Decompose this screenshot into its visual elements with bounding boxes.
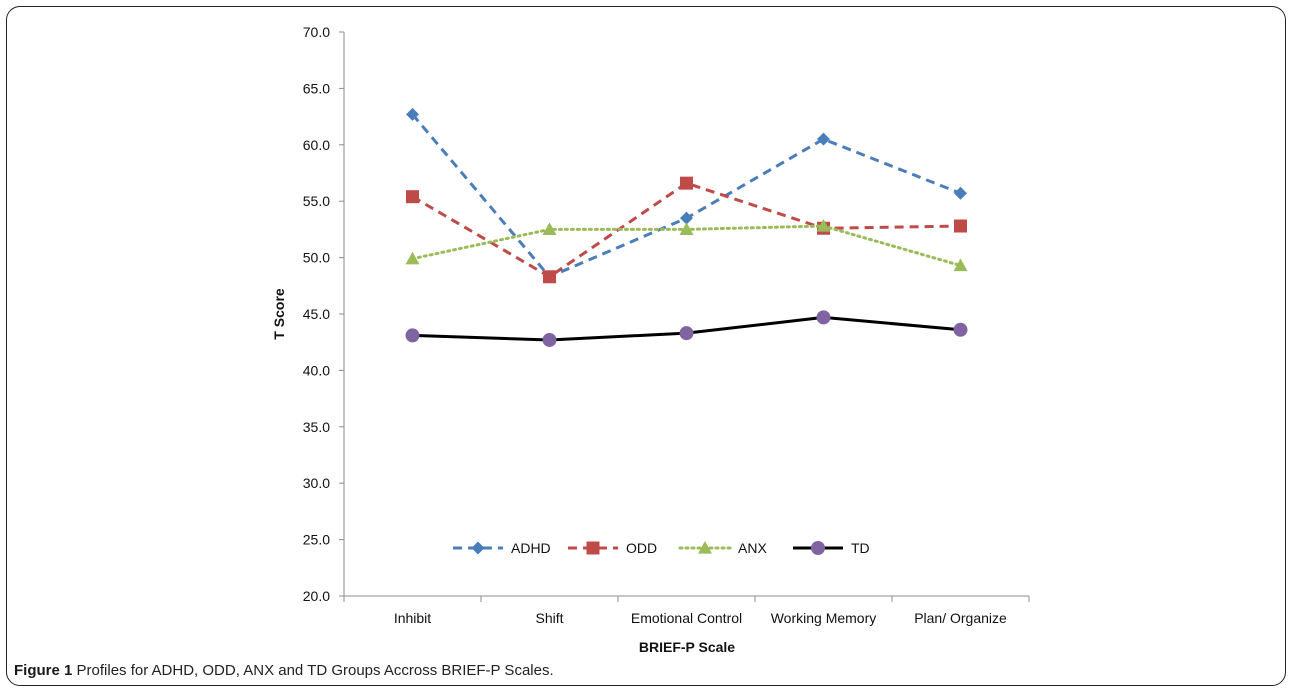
data-point-td — [542, 332, 557, 347]
legend-item-odd: ODD — [568, 540, 657, 556]
data-point-adhd — [954, 186, 967, 200]
figure-caption-text: Profiles for ADHD, ODD, ANX and TD Group… — [72, 662, 554, 679]
legend-marker-td — [811, 541, 825, 555]
data-point-adhd — [680, 211, 693, 225]
y-tick-label: 55.0 — [303, 193, 330, 209]
x-tick-label: Working Memory — [771, 610, 877, 626]
y-tick-label: 65.0 — [303, 80, 330, 96]
data-point-anx — [542, 222, 557, 235]
legend-marker-odd — [586, 541, 600, 555]
figure-caption: Figure 1 Profiles for ADHD, ODD, ANX and… — [14, 662, 554, 679]
legend-marker-adhd — [471, 541, 485, 555]
legend-label-adhd: ADHD — [511, 540, 551, 556]
chart-series — [405, 107, 968, 347]
y-tick-label: 50.0 — [303, 250, 330, 266]
legend-marker-anx — [698, 541, 712, 554]
x-tick-label: Shift — [535, 610, 563, 626]
data-point-odd — [680, 176, 693, 190]
data-point-odd — [543, 270, 556, 284]
series-odd — [406, 176, 967, 284]
series-line-odd — [411, 181, 961, 279]
y-axis-title: T Score — [271, 288, 287, 340]
data-point-anx — [679, 222, 694, 235]
data-point-adhd — [817, 132, 830, 146]
data-point-anx — [953, 258, 968, 272]
series-td — [405, 310, 968, 347]
data-point-td — [953, 322, 968, 337]
figure-caption-label: Figure 1 — [14, 662, 73, 679]
x-axis-title: BRIEF-P Scale — [639, 639, 735, 655]
x-tick-label: Inhibit — [394, 610, 431, 626]
data-point-td — [816, 310, 831, 325]
data-point-odd — [954, 219, 967, 233]
y-tick-label: 35.0 — [303, 419, 330, 435]
series-anx — [405, 219, 968, 272]
data-point-adhd — [406, 107, 419, 121]
y-tick-label: 45.0 — [303, 306, 330, 322]
data-point-anx — [816, 219, 831, 232]
legend-item-anx: ANX — [678, 540, 767, 556]
legend-label-odd: ODD — [626, 540, 657, 556]
x-tick-label: Emotional Control — [631, 610, 742, 626]
chart-legend: ADHD ODD ANX TD — [453, 540, 870, 556]
y-tick-label: 40.0 — [303, 362, 330, 378]
y-tick-label: 30.0 — [303, 475, 330, 491]
series-adhd — [406, 107, 967, 284]
x-tick-label: Plan/ Organize — [914, 610, 1007, 626]
data-point-td — [679, 326, 694, 341]
chart-axes: 20.0 25.0 30.0 35.0 40.0 45.0 50.0 55.0 60.0 65.0… — [303, 24, 1030, 626]
legend-item-adhd: ADHD — [453, 540, 551, 556]
legend-item-td: TD — [793, 540, 870, 556]
legend-label-td: TD — [851, 540, 870, 556]
data-point-odd — [406, 190, 419, 204]
legend-label-anx: ANX — [738, 540, 767, 556]
figure-frame — [6, 6, 1286, 686]
y-tick-label: 20.0 — [303, 588, 330, 604]
y-tick-label: 60.0 — [303, 137, 330, 153]
y-tick-label: 25.0 — [303, 532, 330, 548]
data-point-td — [405, 328, 420, 343]
y-tick-label: 70.0 — [303, 24, 330, 40]
series-line-adhd — [411, 113, 962, 279]
data-point-anx — [405, 251, 420, 265]
